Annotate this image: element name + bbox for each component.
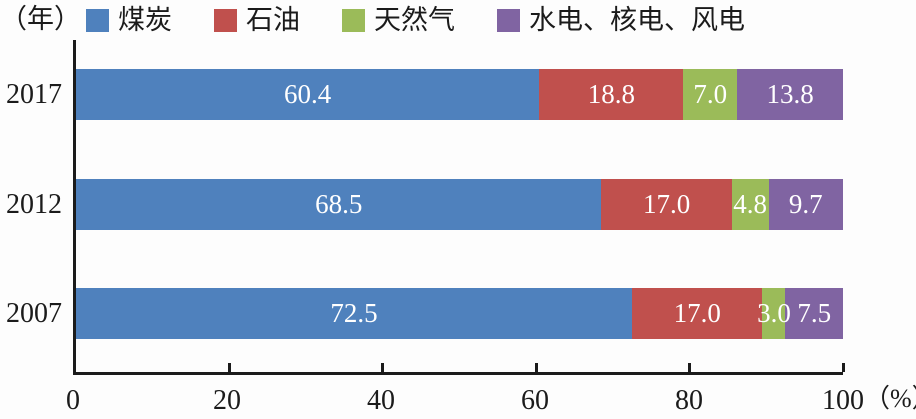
bar-segment: 9.7 <box>768 179 843 230</box>
x-tick-label-0: 0 <box>66 385 80 416</box>
plot-area: 60.4 18.8 7.0 13.8 68.5 17.0 4.8 9.7 72.5 17.0 3.0… <box>76 40 845 372</box>
bar-value-label: 17.0 <box>673 298 721 328</box>
legend-label: 水电、核电、风电 <box>529 5 745 35</box>
x-axis-tick <box>381 363 385 372</box>
x-axis-tick <box>688 363 692 372</box>
bar-value-label: 7.5 <box>797 298 832 328</box>
legend-item-3: 水电、核电、风电 <box>497 5 745 35</box>
legend-label: 煤炭 <box>118 5 172 35</box>
bar-segment: 3.0 <box>757 288 791 339</box>
x-tick-label-20: 20 <box>213 385 241 416</box>
x-tick-label-100: 100 <box>822 385 864 416</box>
bar-row-2007: 72.5 17.0 3.0 7.5 <box>76 288 843 339</box>
bar-value-label: 72.5 <box>330 298 378 328</box>
bar-segment: 72.5 <box>76 288 633 339</box>
legend-item-2: 天然气 <box>342 5 455 35</box>
x-tick-label-60: 60 <box>521 385 549 416</box>
category-label-2007: 2007 <box>6 298 62 329</box>
bar-row-2012: 68.5 17.0 4.8 9.7 <box>76 179 843 230</box>
bar-value-label: 9.7 <box>788 189 823 219</box>
x-tick-label-40: 40 <box>367 385 395 416</box>
bar-row-2017: 60.4 18.8 7.0 13.8 <box>76 69 843 120</box>
bar-value-label: 13.8 <box>766 79 814 109</box>
legend-swatch-icon <box>497 8 520 32</box>
bar-value-label: 7.0 <box>693 79 728 109</box>
bar-segment: 60.4 <box>76 69 540 120</box>
category-label-2017: 2017 <box>6 79 62 110</box>
y-axis-unit-label: （年） <box>0 4 81 34</box>
bar-value-label: 18.8 <box>587 79 635 109</box>
x-axis-tick <box>227 363 231 372</box>
legend-item-0: 煤炭 <box>86 5 172 35</box>
legend-label: 石油 <box>246 5 300 35</box>
category-label-2012: 2012 <box>6 189 62 220</box>
x-axis-tick <box>841 363 845 372</box>
bar-segment: 18.8 <box>539 69 684 120</box>
bar-segment: 4.8 <box>731 179 769 230</box>
bar-value-label: 60.4 <box>284 79 332 109</box>
bar-segment: 13.8 <box>737 69 843 120</box>
bar-segment: 68.5 <box>76 179 602 230</box>
bar-value-label: 17.0 <box>642 189 691 219</box>
legend-label: 天然气 <box>374 5 455 35</box>
legend-item-1: 石油 <box>214 5 300 35</box>
bar-segment: 17.0 <box>632 288 763 339</box>
bar-segment: 7.5 <box>785 288 843 339</box>
legend-swatch-icon <box>86 8 109 32</box>
bar-value-label: 3.0 <box>757 298 791 328</box>
bar-segment: 7.0 <box>683 69 738 120</box>
legend-swatch-icon <box>214 8 237 32</box>
bar-value-label: 4.8 <box>733 189 768 219</box>
legend: 煤炭 石油 天然气 水电、核电、风电 <box>86 4 787 36</box>
bar-value-label: 68.5 <box>315 189 363 219</box>
bar-segment: 17.0 <box>601 179 732 230</box>
x-tick-label-80: 80 <box>675 385 703 416</box>
x-axis-line <box>73 372 843 375</box>
legend-swatch-icon <box>342 8 365 32</box>
x-axis-tick <box>534 363 538 372</box>
y-axis-line <box>73 40 76 375</box>
x-axis-unit-label: （%） <box>864 384 916 413</box>
